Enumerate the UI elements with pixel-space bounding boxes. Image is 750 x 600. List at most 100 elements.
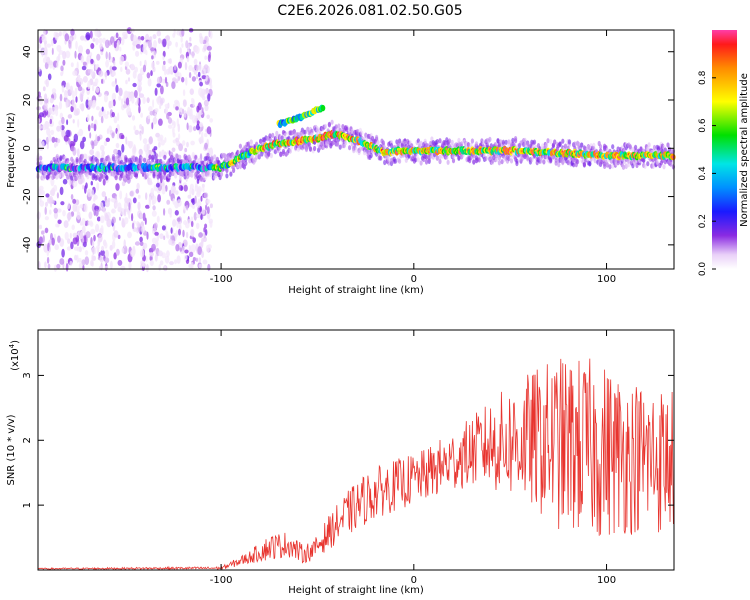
- ridge-halo: [466, 142, 470, 148]
- noise-speckle: [101, 78, 104, 84]
- noise-speckle: [95, 134, 98, 143]
- noise-speckle: [188, 125, 193, 133]
- noise-speckle: [181, 76, 185, 83]
- noise-speckle: [192, 237, 196, 244]
- ridge-halo: [155, 153, 159, 159]
- noise-speckle: [103, 94, 108, 103]
- noise-speckle: [105, 137, 111, 142]
- ridge-halo: [561, 138, 565, 144]
- noise-speckle: [63, 135, 69, 142]
- noise-speckle: [94, 208, 99, 217]
- noise-speckle: [191, 76, 196, 82]
- noise-speckle: [90, 68, 94, 77]
- noise-speckle: [96, 106, 100, 111]
- ridge-halo: [666, 142, 670, 148]
- noise-speckle: [56, 44, 62, 52]
- ridge-halo: [573, 141, 577, 147]
- noise-speckle: [51, 136, 56, 143]
- figure-title: C2E6.2026.081.02.50.G05: [277, 3, 462, 19]
- ridge-halo: [588, 161, 592, 167]
- noise-speckle: [203, 44, 208, 51]
- ridge-halo: [379, 155, 383, 161]
- noise-speckle: [130, 63, 135, 69]
- noise-speckle: [38, 224, 43, 230]
- noise-speckle: [167, 124, 173, 129]
- noise-speckle: [76, 148, 80, 158]
- noise-speckle: [190, 220, 194, 228]
- colorbar-tick-label: 0.8: [698, 70, 708, 85]
- noise-speckle: [127, 111, 132, 116]
- noise-speckle: [101, 245, 105, 252]
- noise-speckle: [104, 114, 109, 119]
- noise-speckle: [142, 64, 147, 73]
- noise-speckle: [186, 141, 189, 148]
- ridge-halo: [257, 153, 261, 159]
- noise-speckle: [92, 99, 97, 108]
- ridge-halo: [62, 159, 66, 165]
- noise-speckle: [125, 192, 128, 202]
- noise-speckle: [156, 76, 161, 84]
- noise-speckle: [78, 262, 83, 269]
- noise-speckle: [154, 87, 158, 96]
- noise-speckle: [165, 35, 170, 41]
- spectrogram-y-axis-label: Frequency (Hz): [6, 112, 17, 188]
- ridge-halo: [438, 138, 442, 144]
- noise-speckle: [166, 199, 171, 205]
- noise-speckle: [100, 144, 105, 152]
- spectrogram-x-axis-label: Height of straight line (km): [288, 285, 424, 296]
- noise-speckle: [92, 85, 95, 92]
- noise-speckle: [79, 140, 85, 150]
- noise-speckle: [106, 111, 110, 115]
- ridge-halo: [542, 159, 546, 165]
- ridge-halo: [484, 156, 488, 162]
- ridge-halo: [611, 163, 615, 169]
- ridge-halo: [671, 148, 676, 154]
- noise-speckle: [160, 98, 164, 106]
- ridge-halo: [576, 159, 580, 165]
- noise-speckle: [61, 248, 65, 258]
- ridge-halo: [450, 139, 454, 145]
- noise-speckle: [92, 240, 95, 247]
- noise-speckle: [207, 93, 211, 102]
- noise-speckle: [73, 133, 79, 143]
- noise-speckle: [47, 242, 50, 252]
- noise-speckle: [156, 83, 161, 88]
- ridge-halo: [447, 138, 452, 144]
- noise-speckle: [190, 229, 194, 237]
- noise-speckle: [43, 244, 48, 248]
- noise-speckle: [96, 216, 101, 222]
- spectrogram-marks: [35, 27, 676, 273]
- noise-speckle: [188, 111, 192, 117]
- noise-speckle: [159, 233, 164, 240]
- noise-speckle: [67, 114, 73, 119]
- noise-speckle: [199, 139, 204, 144]
- noise-speckle: [42, 234, 45, 243]
- ridge-halo: [330, 119, 334, 125]
- ridge-halo: [344, 140, 348, 146]
- ridge-halo: [389, 143, 394, 149]
- ridge-halo: [223, 153, 228, 159]
- noise-speckle: [169, 58, 172, 65]
- noise-speckle: [105, 59, 109, 68]
- noise-speckle: [119, 190, 123, 200]
- noise-speckle: [184, 61, 188, 71]
- ridge-halo: [210, 155, 214, 161]
- noise-speckle: [196, 187, 201, 196]
- ridge-halo: [603, 163, 607, 169]
- ridge-halo: [643, 163, 647, 169]
- noise-speckle: [191, 51, 195, 59]
- noise-speckle: [95, 37, 99, 46]
- noise-speckle: [82, 184, 85, 190]
- colorbar-label: Normalized spectral amplitude: [739, 73, 750, 227]
- snr-y-tick-label: 3: [22, 372, 33, 378]
- ridge-halo: [120, 159, 124, 165]
- ridge-halo: [246, 141, 251, 147]
- noise-speckle: [184, 249, 189, 254]
- noise-speckle: [43, 102, 48, 110]
- noise-speckle: [90, 123, 95, 129]
- ridge-halo: [296, 132, 300, 138]
- noise-speckle: [164, 255, 170, 264]
- noise-speckle: [153, 146, 158, 151]
- noise-speckle: [44, 261, 47, 269]
- ridge-halo: [70, 175, 74, 181]
